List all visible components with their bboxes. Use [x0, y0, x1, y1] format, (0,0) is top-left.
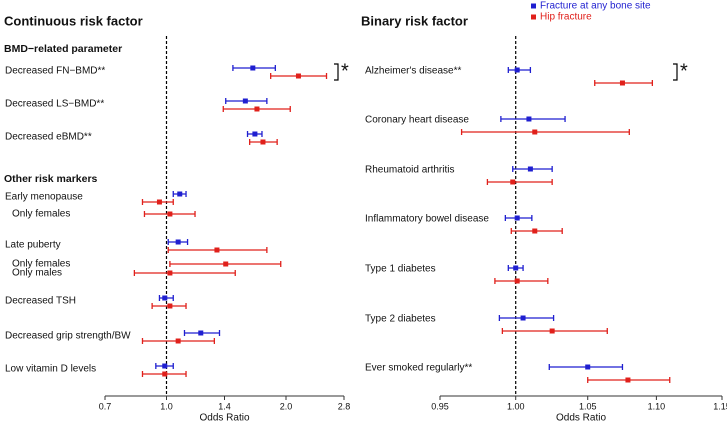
point	[260, 139, 266, 145]
point	[156, 199, 162, 205]
x-axis-label: Odds Ratio	[556, 413, 606, 422]
x-tick-label: 1.0	[160, 401, 173, 411]
bracket	[334, 63, 339, 81]
category-label: Type 2 diabetes	[365, 314, 436, 325]
x-tick-label: 1.4	[218, 401, 231, 411]
x-axis-label: Odds Ratio	[199, 413, 249, 422]
point	[167, 270, 173, 276]
point	[162, 363, 168, 369]
bracket	[673, 63, 678, 81]
point	[514, 67, 520, 73]
x-tick-label: 1.15	[713, 401, 727, 411]
category-label: Alzheimer's disease**	[365, 66, 462, 77]
category-label: Only females	[12, 209, 70, 220]
error-bar	[486, 179, 553, 185]
point	[510, 179, 516, 185]
legend-label: Fracture at any bone site	[540, 1, 651, 12]
x-tick-label: 1.00	[507, 401, 525, 411]
point	[162, 371, 168, 377]
error-bar	[501, 328, 608, 334]
category-label: Decreased grip strength/BW	[5, 331, 131, 342]
point	[223, 261, 229, 267]
legend-swatch	[531, 14, 536, 20]
point	[532, 228, 538, 234]
point	[514, 278, 520, 284]
section-title: BMD−related parameter	[4, 43, 122, 55]
point	[619, 80, 625, 86]
point	[514, 215, 520, 221]
category-label: Only males	[12, 268, 62, 279]
category-label: Inflammatory bowel disease	[365, 214, 489, 225]
point	[513, 265, 519, 271]
point	[198, 330, 204, 336]
x-tick-label: 0.7	[99, 401, 112, 411]
point	[254, 106, 260, 112]
annotation: *	[680, 60, 688, 82]
category-label: Low vitamin D levels	[5, 364, 96, 375]
legend-label: Hip fracture	[540, 12, 592, 23]
category-label: Coronary heart disease	[365, 115, 469, 126]
x-tick-label: 1.10	[648, 401, 666, 411]
error-bar	[133, 270, 236, 276]
error-bar	[498, 315, 555, 321]
x-tick-label: 0.95	[431, 401, 449, 411]
point	[585, 364, 591, 370]
category-label: Ever smoked regularly**	[365, 363, 472, 374]
error-bar	[500, 116, 566, 122]
point	[295, 73, 301, 79]
point	[214, 247, 220, 253]
category-label: Early menopause	[5, 192, 83, 203]
point	[520, 315, 526, 321]
panel-title: Continuous risk factor	[4, 13, 143, 28]
legend-swatch	[531, 3, 536, 9]
point	[532, 129, 538, 135]
category-label: Late puberty	[5, 240, 61, 251]
point	[549, 328, 555, 334]
category-label: Type 1 diabetes	[365, 264, 436, 275]
point	[250, 65, 256, 71]
point	[526, 116, 532, 122]
category-label: Rheumatoid arthritis	[365, 165, 454, 176]
point	[167, 211, 173, 217]
category-label: Decreased TSH	[5, 296, 76, 307]
category-label: Only females	[12, 259, 70, 270]
point	[527, 166, 533, 172]
category-label: Decreased FN−BMD**	[5, 66, 105, 77]
error-bar	[460, 129, 630, 135]
point	[167, 303, 173, 309]
point	[625, 377, 631, 383]
point	[252, 131, 258, 137]
category-label: Decreased eBMD**	[5, 132, 92, 143]
x-tick-label: 2.0	[280, 401, 293, 411]
point	[162, 295, 168, 301]
x-tick-label: 1.05	[579, 401, 597, 411]
x-tick-label: 2.8	[338, 401, 351, 411]
point	[242, 98, 248, 104]
section-title: Other risk markers	[4, 173, 98, 185]
category-label: Decreased LS−BMD**	[5, 99, 104, 110]
error-bar	[494, 278, 549, 284]
point	[175, 338, 181, 344]
annotation: *	[341, 60, 349, 82]
point	[175, 239, 181, 245]
panel-title: Binary risk factor	[361, 13, 468, 28]
point	[177, 191, 183, 197]
